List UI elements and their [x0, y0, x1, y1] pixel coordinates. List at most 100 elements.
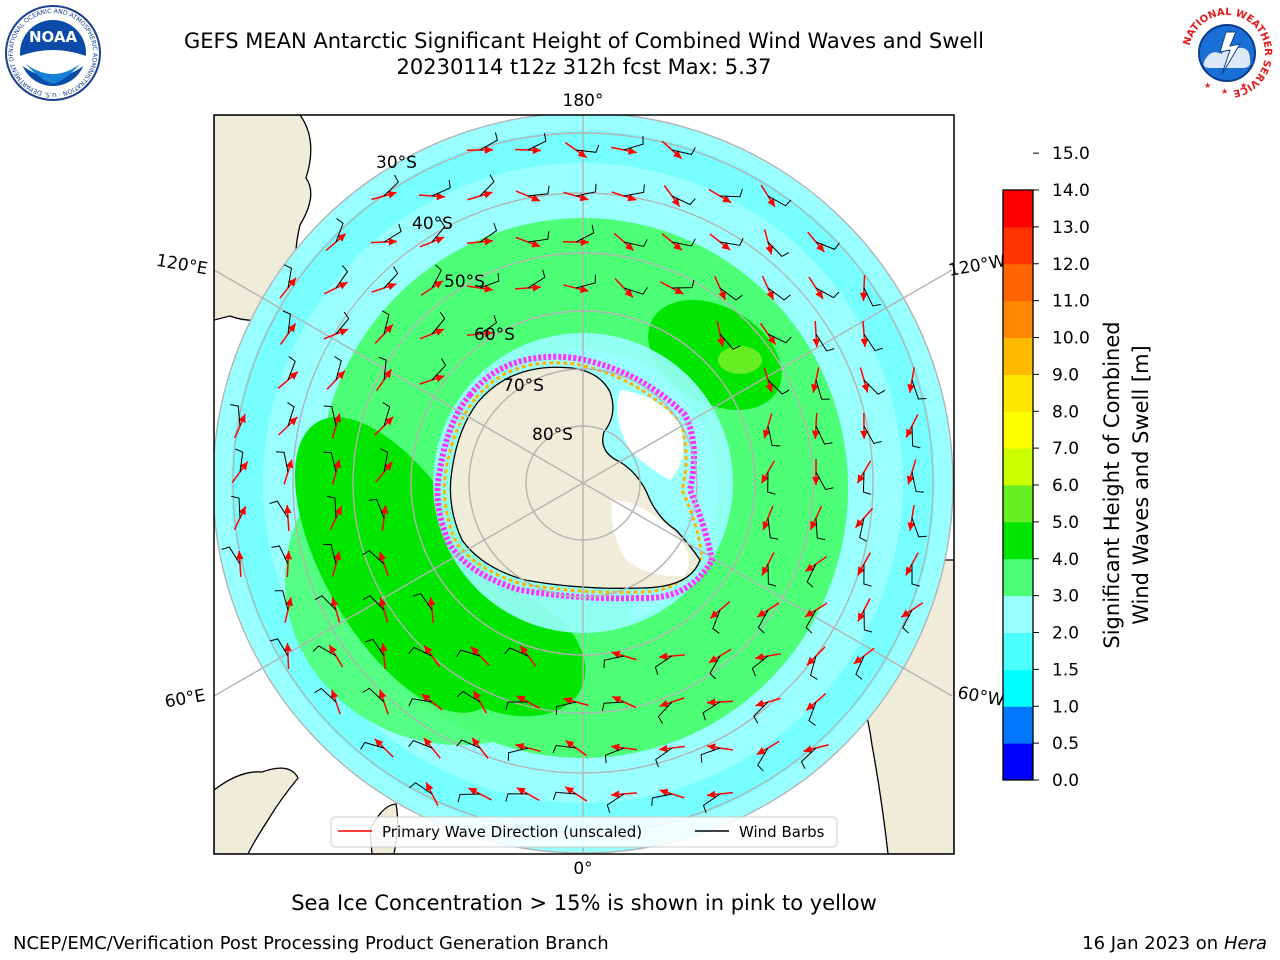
wave-arrow-head	[907, 384, 915, 393]
wave-arrow-head	[387, 190, 397, 199]
wind-barb	[456, 649, 481, 658]
wave-arrow-head	[812, 338, 821, 347]
wind-barb	[767, 195, 792, 207]
wind-barb	[457, 793, 481, 803]
wave-arrow-head	[288, 417, 298, 426]
wave-arrow-head	[283, 643, 292, 652]
wave-arrow-head	[855, 519, 864, 528]
lon-label-60w: 60°W	[956, 683, 1006, 711]
wind-barb	[221, 546, 241, 565]
wind-barb	[362, 549, 385, 565]
map-frame	[213, 114, 955, 855]
lon-label-120w: 120°W	[947, 251, 1008, 281]
colorbar-label: Significant Height of Combined Wind Wave…	[1098, 285, 1158, 685]
sea-ice-note: Sea Ice Concentration > 15% is shown in …	[291, 891, 877, 915]
wave-arrow-head	[761, 566, 770, 576]
wind-barb	[327, 495, 337, 519]
wave-arrow-head	[333, 459, 342, 469]
wave-arrow-head	[674, 286, 684, 295]
wind-barb	[815, 379, 830, 400]
wave-arrow-head	[285, 459, 294, 469]
wave-arrow-head	[435, 236, 445, 244]
colorbar-tick-label: 1.5	[1052, 660, 1079, 680]
wind-barb	[767, 517, 779, 540]
svg-text:★: ★	[1221, 87, 1228, 96]
wave-arrow-head	[717, 337, 725, 347]
wave-arrow-head	[532, 146, 541, 155]
wave-arrow-head	[339, 328, 349, 336]
colorbar-tick-label: 1.0	[1052, 697, 1079, 717]
graticule	[214, 115, 954, 854]
wind-barb	[380, 448, 389, 473]
wave-arrow-head	[853, 655, 863, 664]
wind-barb	[623, 239, 648, 248]
wave-arrow-head	[766, 290, 774, 300]
wind-barb	[335, 265, 349, 289]
wave-arrow-head	[721, 241, 731, 251]
wave-arrow-head	[811, 383, 819, 393]
wind-barb	[808, 701, 817, 726]
wave-arrow-head	[336, 370, 346, 380]
wave-arrow-head	[580, 238, 589, 247]
wind-barb	[360, 741, 385, 750]
lon-label-60e: 60°E	[163, 686, 207, 713]
wind-barb	[757, 609, 769, 634]
wave-arrow-head	[612, 696, 622, 704]
wave-arrow-head	[762, 429, 771, 439]
wind-barb	[408, 739, 433, 749]
wind-barb	[382, 402, 391, 427]
wind-barb	[431, 179, 451, 197]
wind-barb	[767, 379, 790, 395]
wind-barb	[671, 238, 696, 247]
wave-arrow-head	[671, 197, 680, 207]
wave-arrow-head	[765, 383, 774, 393]
sea-ice-edge-inner	[442, 361, 704, 594]
wave-arrow-head	[659, 744, 668, 753]
colorbar-tick-label: 0.0	[1052, 771, 1079, 791]
wind-barb	[230, 404, 241, 427]
wind-barb	[767, 425, 781, 447]
wave-arrow-head	[565, 786, 575, 795]
wind-barb	[623, 287, 648, 295]
wind-barb	[409, 782, 433, 795]
wind-barb	[606, 793, 625, 813]
wind-barb	[431, 358, 447, 381]
wave-arrow-head	[433, 280, 443, 289]
wind-barb	[362, 687, 385, 703]
noaa-logo: NATIONAL OCEANIC AND ATMOSPHERIC ADMINIS…	[4, 4, 101, 101]
colorbar-segment	[1003, 558, 1033, 597]
wave-arrow-head	[333, 413, 342, 423]
lon-label-0: 0°	[573, 859, 592, 879]
wave-arrow-head	[905, 566, 914, 576]
wave-arrow-head	[435, 374, 445, 383]
wave-arrow-head	[767, 198, 775, 208]
colorbar-segment	[1003, 706, 1033, 744]
footer-machine: Hera	[1223, 933, 1267, 954]
wind-barb	[269, 638, 289, 657]
colorbar-segment	[1003, 521, 1033, 560]
wave-arrow-head	[907, 522, 916, 531]
wind-barbs	[221, 132, 927, 814]
legend-wave-label: Primary Wave Direction (unscaled)	[382, 823, 642, 841]
wave-arrow-head	[423, 737, 432, 747]
wind-barb	[408, 698, 433, 707]
wave-arrow-head	[757, 609, 767, 618]
wind-barb	[815, 425, 833, 445]
wind-barb	[671, 279, 695, 289]
wind-barb	[231, 495, 241, 519]
wind-barb	[911, 379, 927, 400]
wave-arrow-head	[628, 147, 637, 155]
wave-arrow-head	[427, 597, 436, 606]
wind-barb	[863, 287, 881, 307]
wave-arrow-head	[627, 193, 637, 202]
wave-arrow-head	[238, 414, 246, 424]
wave-arrow-head	[338, 282, 348, 290]
wave-arrow-head	[625, 242, 634, 251]
wind-barb	[507, 747, 529, 761]
colorbar-tick-label: 12.0	[1052, 255, 1090, 275]
wind-barb	[284, 264, 293, 289]
wave-arrow-head	[659, 652, 668, 661]
wind-barb	[431, 219, 446, 243]
wave-arrow-head	[812, 476, 820, 485]
